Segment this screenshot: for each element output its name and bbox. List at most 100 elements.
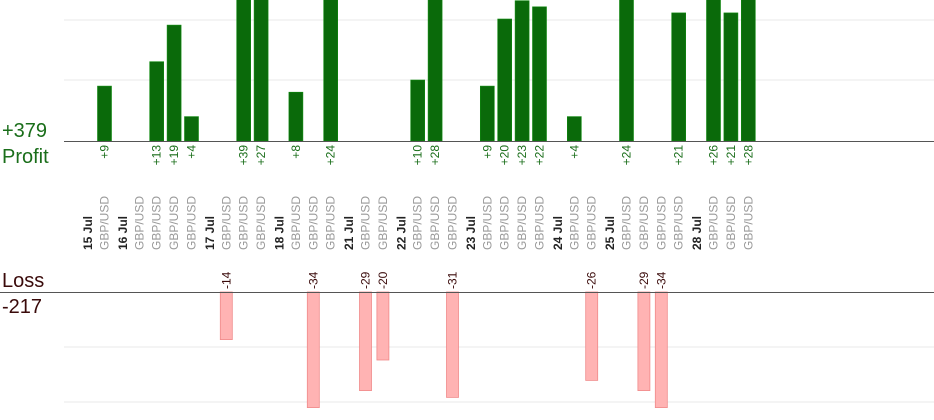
pair-label: GBP/USD bbox=[219, 196, 233, 250]
pair-label: GBP/USD bbox=[533, 196, 547, 250]
profit-bar bbox=[323, 0, 339, 142]
loss-value-label: -29 bbox=[359, 271, 373, 289]
profit-value-label: +8 bbox=[289, 145, 303, 159]
pair-label: GBP/USD bbox=[428, 196, 442, 250]
pair-label: GBP/USD bbox=[376, 196, 390, 250]
loss-bar bbox=[359, 291, 372, 391]
pair-label: GBP/USD bbox=[254, 196, 268, 250]
pair-label: GBP/USD bbox=[185, 196, 199, 250]
pair-label: GBP/USD bbox=[306, 196, 320, 250]
pair-label: GBP/USD bbox=[324, 196, 338, 250]
profit-value-label: +21 bbox=[724, 145, 738, 166]
profit-value-label: +4 bbox=[185, 145, 199, 159]
profit-bar bbox=[288, 91, 304, 142]
date-label: 17 Jul bbox=[203, 216, 217, 250]
profit-bars bbox=[97, 0, 756, 142]
profit-bar bbox=[619, 0, 634, 142]
profit-value-label: +19 bbox=[167, 145, 181, 166]
loss-value-label: -29 bbox=[637, 271, 651, 289]
profit-bar bbox=[740, 0, 756, 142]
loss-bar bbox=[654, 291, 668, 408]
profit-value-label: +39 bbox=[237, 145, 251, 166]
profit-bar bbox=[97, 85, 112, 142]
profit-bar bbox=[410, 79, 426, 142]
date-label: 24 Jul bbox=[551, 216, 565, 250]
profit-value-label: +24 bbox=[324, 145, 338, 166]
profit-value-label: +26 bbox=[707, 145, 721, 166]
loss-bar bbox=[376, 291, 390, 361]
profit-bar bbox=[184, 116, 199, 142]
pair-label: GBP/USD bbox=[741, 196, 755, 250]
date-label: 25 Jul bbox=[603, 216, 617, 250]
profit-value-label: +23 bbox=[515, 145, 529, 166]
profit-value-label: +4 bbox=[567, 145, 581, 159]
profit-value-label: +9 bbox=[98, 145, 112, 159]
profit-value-label: +20 bbox=[498, 145, 512, 166]
loss-bar bbox=[306, 291, 320, 408]
profit-bar bbox=[706, 0, 721, 142]
profit-bar bbox=[236, 0, 251, 142]
loss-bars bbox=[219, 291, 668, 408]
date-label: 18 Jul bbox=[273, 216, 287, 250]
date-label: 28 Jul bbox=[690, 216, 704, 250]
pair-label: GBP/USD bbox=[132, 196, 146, 250]
pair-label: GBP/USD bbox=[585, 196, 599, 250]
profit-value-label: +27 bbox=[254, 145, 268, 166]
pair-label: GBP/USD bbox=[498, 196, 512, 250]
profit-label: Profit bbox=[2, 146, 49, 168]
loss-value-label: -31 bbox=[446, 271, 460, 289]
loss-total: -217 bbox=[2, 296, 42, 318]
loss-value-label: -20 bbox=[376, 271, 390, 289]
pair-label: GBP/USD bbox=[672, 196, 686, 250]
pair-label: GBP/USD bbox=[654, 196, 668, 250]
pair-label: GBP/USD bbox=[724, 196, 738, 250]
loss-value-label: -34 bbox=[654, 271, 668, 289]
loss-value-label: -34 bbox=[306, 271, 320, 289]
profit-bar bbox=[723, 12, 739, 142]
date-label: 16 Jul bbox=[116, 216, 130, 250]
loss-value-label: -26 bbox=[585, 271, 599, 289]
loss-bar bbox=[219, 291, 233, 340]
profit-bar bbox=[253, 0, 269, 142]
pair-label: GBP/USD bbox=[515, 196, 529, 250]
profit-bar bbox=[166, 24, 182, 142]
profit-bar bbox=[514, 0, 530, 142]
profit-value-label: +28 bbox=[741, 145, 755, 166]
profit-bar bbox=[479, 85, 495, 142]
profit-total: +379 bbox=[2, 120, 47, 142]
profit-bar bbox=[566, 116, 582, 142]
profit-bar bbox=[427, 0, 443, 142]
date-label: 23 Jul bbox=[464, 216, 478, 250]
profit-value-label: +24 bbox=[620, 145, 634, 166]
pair-label: GBP/USD bbox=[359, 196, 373, 250]
pair-label: GBP/USD bbox=[446, 196, 460, 250]
loss-bar bbox=[446, 291, 459, 398]
pair-label: GBP/USD bbox=[567, 196, 581, 250]
profit-bar bbox=[149, 61, 164, 142]
loss-label: Loss bbox=[2, 270, 44, 292]
pair-label: GBP/USD bbox=[637, 196, 651, 250]
profit-bar bbox=[532, 6, 547, 142]
profit-value-label: +13 bbox=[150, 145, 164, 166]
date-label: 22 Jul bbox=[394, 216, 408, 250]
profit-bar bbox=[497, 18, 513, 142]
loss-value-label: -14 bbox=[219, 271, 233, 289]
profit-value-label: +28 bbox=[428, 145, 442, 166]
date-label: 21 Jul bbox=[342, 216, 356, 250]
loss-bar bbox=[585, 291, 599, 381]
pair-label: GBP/USD bbox=[289, 196, 303, 250]
pair-label: GBP/USD bbox=[707, 196, 721, 250]
loss-bar bbox=[637, 291, 651, 391]
profit-value-label: +21 bbox=[672, 145, 686, 166]
pair-label: GBP/USD bbox=[150, 196, 164, 250]
pair-label: GBP/USD bbox=[167, 196, 181, 250]
pair-label: GBP/USD bbox=[480, 196, 494, 250]
profit-value-label: +22 bbox=[533, 145, 547, 166]
pair-label: GBP/USD bbox=[237, 196, 251, 250]
pair-label: GBP/USD bbox=[411, 196, 425, 250]
profit-value-label: +9 bbox=[480, 145, 494, 159]
bar-labels: 15 Jul GBP/USD+916 Jul GBP/USD GBP/USD+13GB… bbox=[81, 145, 755, 289]
profit-value-label: +10 bbox=[411, 145, 425, 166]
